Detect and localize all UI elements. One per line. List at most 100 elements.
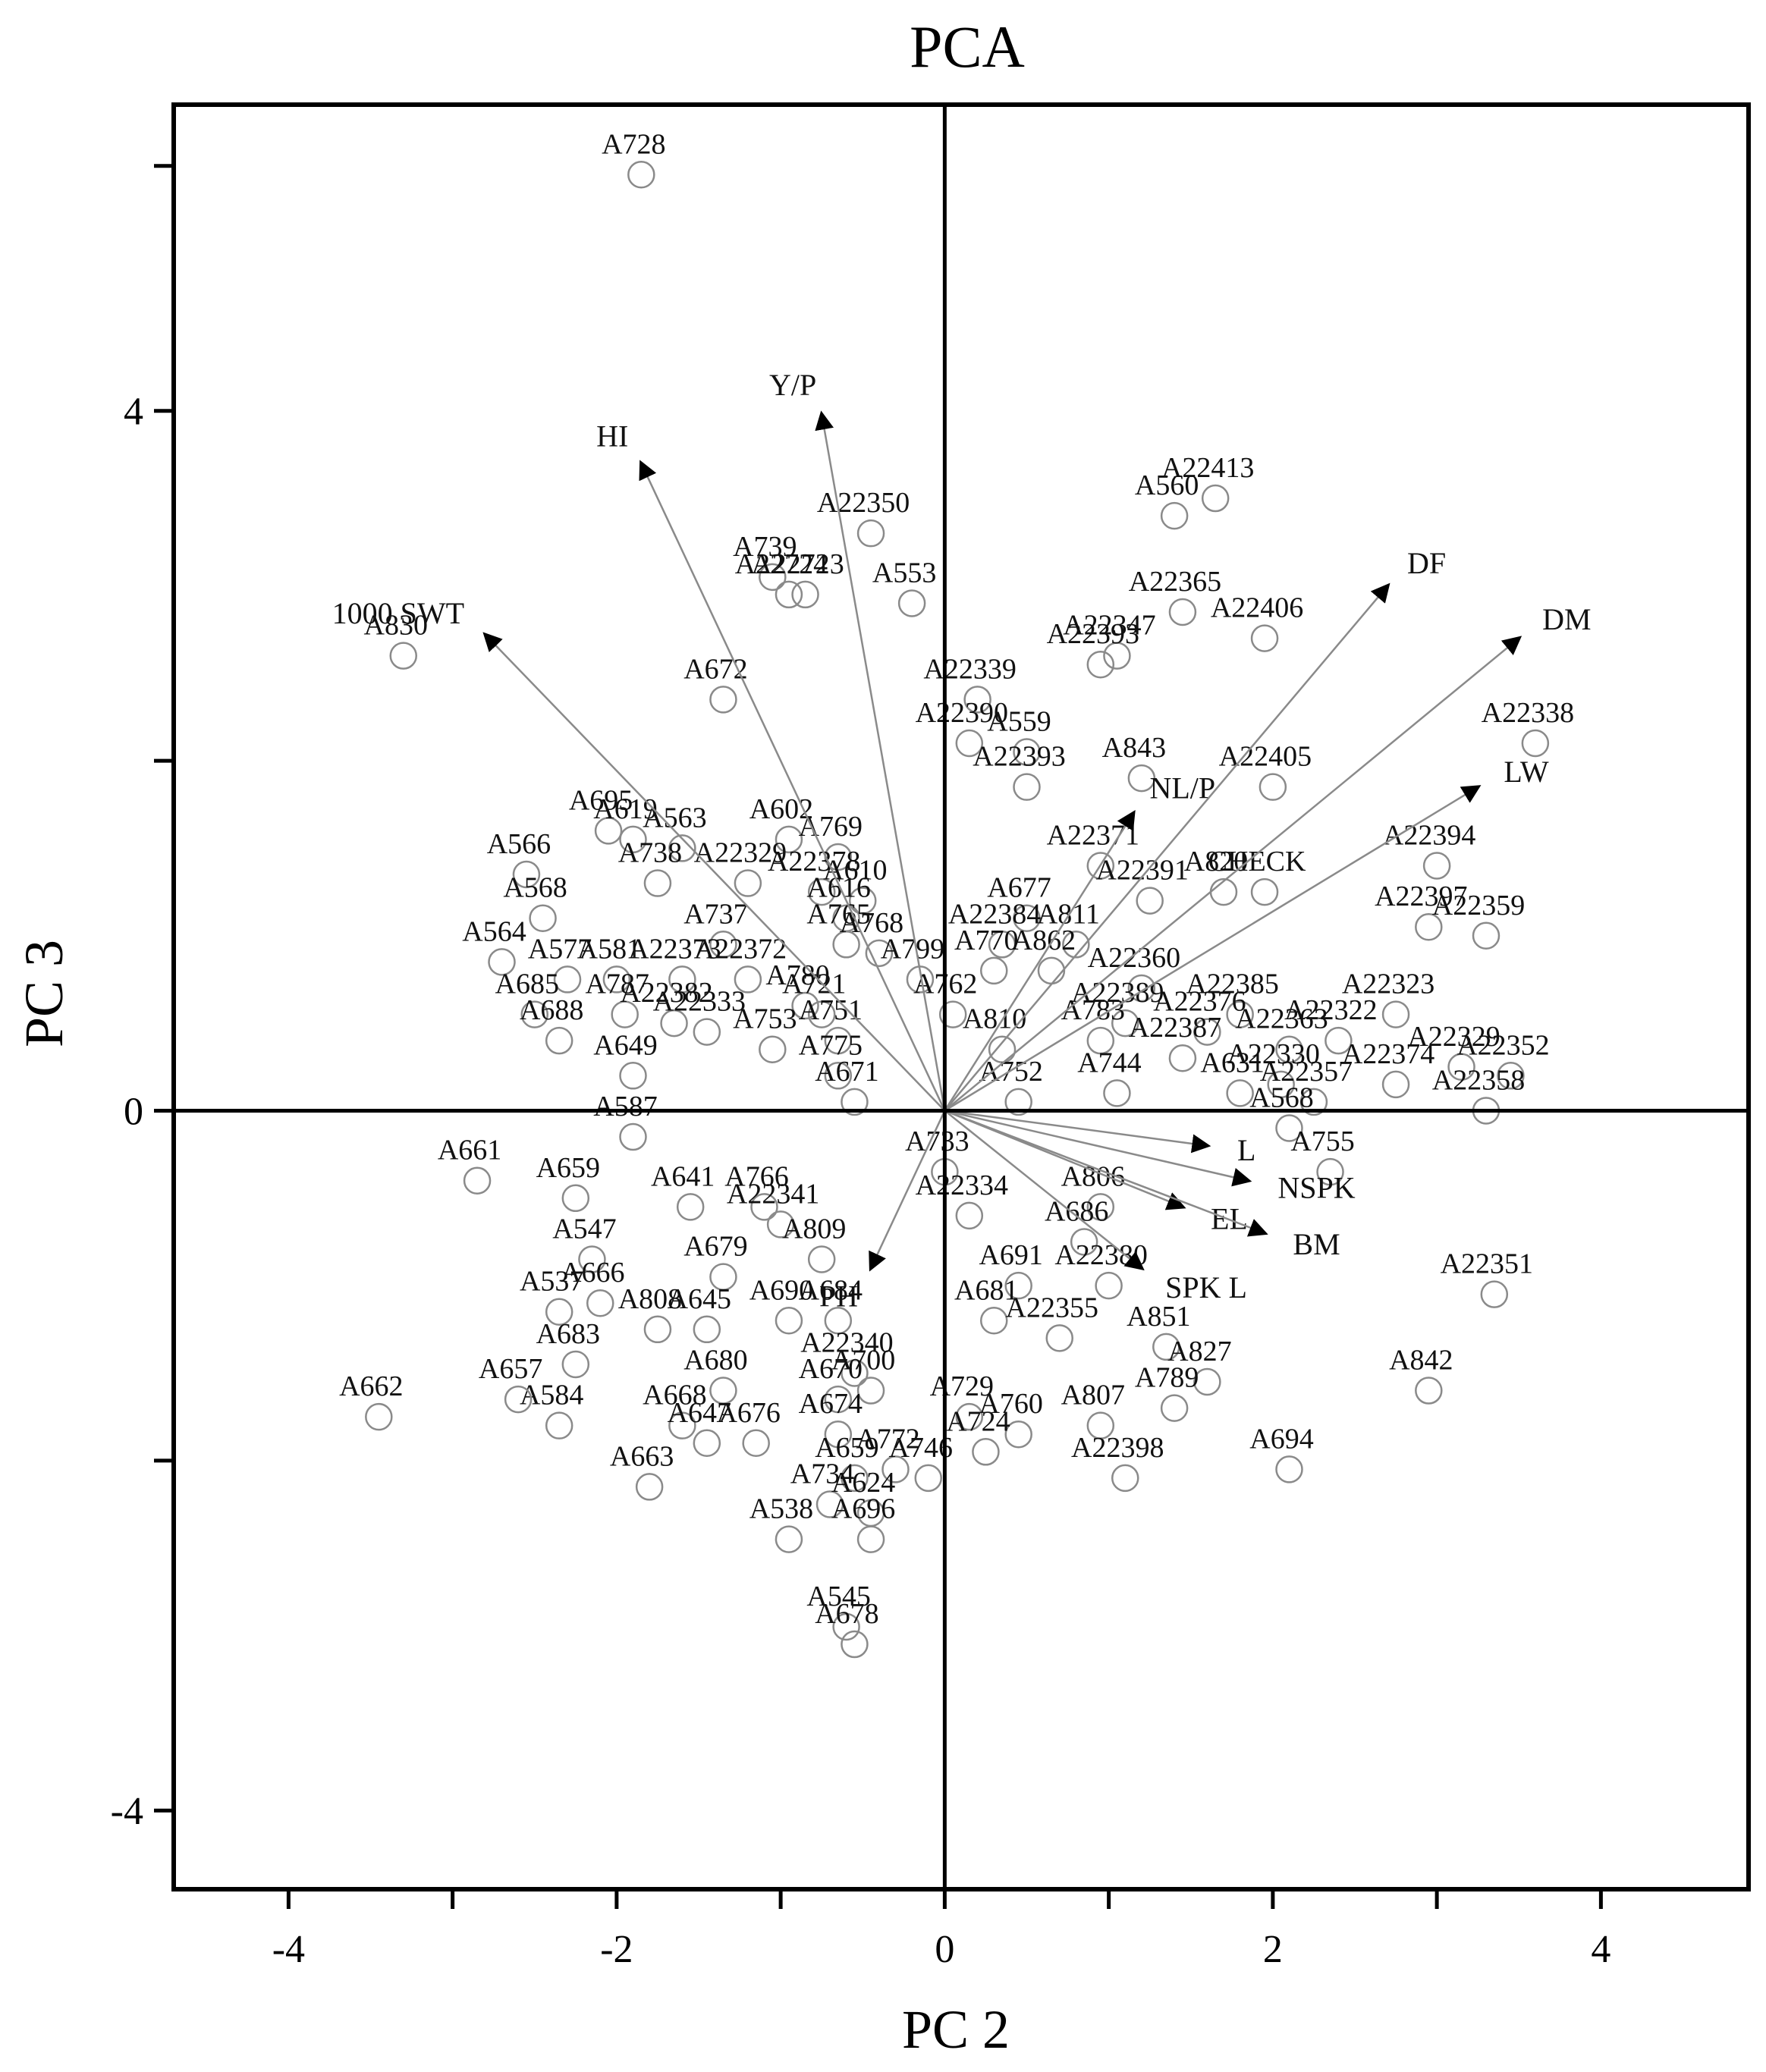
data-point <box>824 1420 853 1449</box>
point-label: A683 <box>536 1318 600 1350</box>
point-label: A22385 <box>1186 969 1278 1000</box>
point-label: A22339 <box>923 653 1016 685</box>
data-point <box>972 1438 1000 1466</box>
point-label: A563 <box>643 802 706 834</box>
data-point <box>1103 1079 1131 1107</box>
x-tick-label: 4 <box>1591 1928 1610 1971</box>
point-label: A739 <box>733 531 797 563</box>
data-point <box>1086 650 1115 679</box>
data-point <box>561 1184 590 1213</box>
point-label: A843 <box>1102 732 1166 764</box>
loading-vector <box>944 1110 1252 1187</box>
point-label: A22351 <box>1441 1248 1533 1280</box>
point-label: CHECK <box>1208 846 1306 877</box>
point-label: A851 <box>1127 1301 1190 1333</box>
point-label: A810 <box>963 1003 1026 1035</box>
data-point <box>1259 773 1287 801</box>
point-label: A22391 <box>1095 855 1188 887</box>
data-point <box>602 965 631 994</box>
point-label: A22376 <box>1153 986 1246 1018</box>
data-point <box>1299 1088 1328 1116</box>
point-label: A746 <box>889 1432 953 1464</box>
point-label: A681 <box>954 1274 1018 1306</box>
data-point <box>807 1000 836 1028</box>
data-point <box>553 965 582 994</box>
data-point <box>775 825 803 854</box>
data-point <box>1168 598 1197 626</box>
point-label: A862 <box>1012 925 1076 956</box>
point-label: A772 <box>856 1423 919 1455</box>
point-label: A807 <box>1061 1380 1125 1411</box>
point-label: A842 <box>1389 1345 1453 1377</box>
data-point <box>1381 1000 1410 1028</box>
point-label: A22413 <box>1161 452 1254 484</box>
data-point <box>1497 1062 1525 1090</box>
point-label: A734 <box>790 1458 854 1490</box>
point-label: A22357 <box>1260 1056 1353 1088</box>
point-label: A22340 <box>800 1326 893 1358</box>
data-point <box>1422 852 1451 880</box>
data-point <box>856 519 885 548</box>
loading-vector <box>944 1110 1268 1237</box>
point-label: A674 <box>799 1388 863 1420</box>
data-point <box>709 686 737 714</box>
data-point <box>881 1455 910 1483</box>
data-point <box>1250 877 1279 906</box>
data-point <box>963 686 991 714</box>
point-label: A22329 <box>1407 1021 1500 1053</box>
data-point <box>832 931 860 959</box>
point-label: A775 <box>799 1029 863 1061</box>
data-point <box>1086 852 1115 880</box>
point-label: A769 <box>799 811 863 843</box>
data-point <box>988 931 1017 959</box>
data-point <box>775 1307 803 1335</box>
point-label: A752 <box>979 1056 1042 1088</box>
vector-label: HI <box>596 419 628 454</box>
point-label: A827 <box>1167 1336 1231 1367</box>
data-point <box>807 877 836 906</box>
vector-label: DF <box>1407 546 1446 580</box>
vector-label: Y/P <box>769 368 816 402</box>
point-label: A820 <box>1184 846 1248 877</box>
point-label: A830 <box>364 610 428 642</box>
data-point <box>488 948 516 976</box>
data-point <box>365 1402 393 1431</box>
point-label: A755 <box>1290 1125 1354 1157</box>
point-label: A22397 <box>1375 881 1467 912</box>
data-point <box>529 904 557 932</box>
data-point <box>1415 1377 1443 1405</box>
data-point <box>594 817 623 845</box>
point-label: A685 <box>495 969 559 1000</box>
data-point <box>1316 1157 1344 1186</box>
point-label: A22723 <box>751 548 844 580</box>
point-label: A659 <box>815 1432 878 1464</box>
data-point <box>668 1411 696 1439</box>
loading-vector <box>482 632 946 1112</box>
point-label: A22341 <box>727 1178 819 1210</box>
data-point <box>734 869 762 897</box>
data-point <box>1209 877 1238 906</box>
point-label: A663 <box>610 1440 674 1472</box>
vector-label: 1000 SWT <box>332 596 464 630</box>
data-point <box>1013 738 1041 766</box>
x-tick-label: 0 <box>935 1928 954 1971</box>
point-label: A564 <box>462 915 526 947</box>
data-point <box>759 1035 787 1063</box>
data-point <box>1136 887 1164 915</box>
point-label: A678 <box>815 1598 878 1630</box>
point-label: A22393 <box>973 741 1065 773</box>
point-label: A688 <box>520 994 583 1026</box>
point-label: A686 <box>1045 1195 1108 1227</box>
point-label: A22350 <box>817 487 910 519</box>
point-label: A789 <box>1135 1362 1199 1394</box>
point-label: A659 <box>536 1152 600 1184</box>
data-point <box>643 869 672 897</box>
data-point <box>734 965 762 994</box>
data-point <box>586 1289 614 1317</box>
point-label: A787 <box>585 969 649 1000</box>
data-point <box>1381 1070 1410 1099</box>
point-label: A559 <box>987 706 1051 738</box>
point-label: A721 <box>782 969 846 1000</box>
data-point <box>1447 1053 1475 1082</box>
data-point <box>980 1307 1008 1335</box>
